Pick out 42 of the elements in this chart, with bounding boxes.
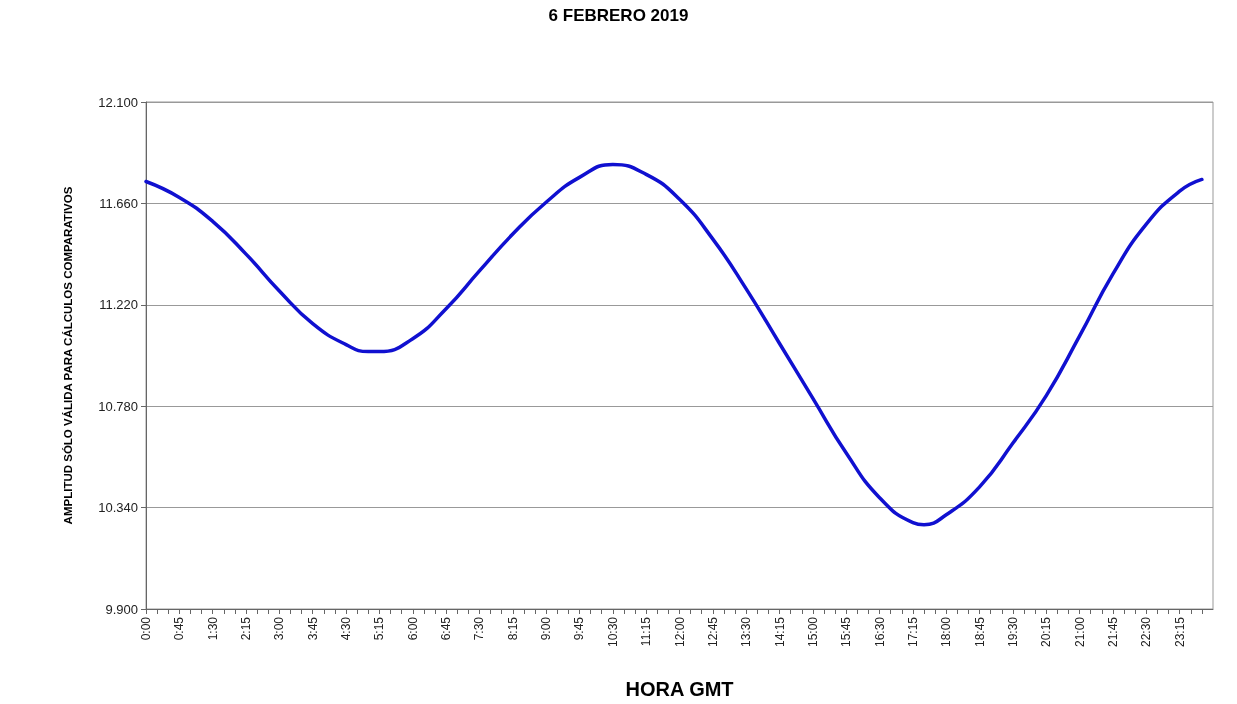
x-tick-label: 2:15 — [239, 616, 254, 641]
x-tick-label: 7:30 — [472, 616, 487, 641]
x-tick-label: 6:45 — [439, 616, 454, 641]
line-series — [144, 162, 1204, 527]
x-tick-label: 0:45 — [172, 616, 187, 641]
x-tick-label: 10:30 — [605, 616, 620, 648]
x-axis-title: HORA GMT — [625, 678, 734, 700]
x-tick-label: 4:30 — [339, 616, 354, 641]
x-tick-label: 15:00 — [805, 616, 820, 648]
y-tick-label: 11.220 — [99, 297, 138, 313]
chart-title: 6 FEBRERO 2019 — [548, 6, 689, 25]
x-tick-label: 21:45 — [1105, 616, 1120, 648]
x-tick-label: 12:45 — [705, 616, 720, 648]
x-tick-label: 0:00 — [139, 616, 153, 641]
y-tick-label: 9.900 — [105, 601, 138, 617]
x-tick-label: 17:15 — [905, 616, 920, 648]
y-tick-label: 11.660 — [99, 195, 138, 211]
x-tick-label: 22:30 — [1139, 616, 1154, 648]
x-tick-label: 16:30 — [872, 616, 887, 648]
x-tick-label: 3:00 — [272, 616, 287, 641]
y-axis-title: AMPLITUD SÓLO VÁLIDA PARA CÁLCULOS COMPARATIVOS — [62, 186, 74, 525]
x-tick-label: 19:30 — [1005, 616, 1020, 648]
x-tick-label: 20:15 — [1039, 616, 1054, 648]
x-tick-label: 15:45 — [839, 616, 854, 648]
x-tick-label: 5:15 — [372, 616, 387, 641]
x-tick-label: 6:00 — [405, 616, 420, 641]
x-tick-label: 14:15 — [772, 616, 787, 648]
x-tick-label: 9:45 — [572, 616, 587, 641]
x-tick-label: 11:15 — [639, 616, 654, 647]
x-tick-label: 18:45 — [972, 616, 987, 648]
x-tick-label: 18:00 — [939, 616, 954, 648]
x-tick-label: 21:00 — [1072, 616, 1087, 648]
x-tick-label: 1:30 — [205, 616, 220, 641]
x-tick-label: 12:00 — [672, 616, 687, 648]
x-tick-label: 3:45 — [305, 616, 320, 641]
y-tick-label: 10.780 — [98, 398, 138, 414]
y-tick-label: 10.340 — [98, 500, 138, 516]
x-tick-label: 9:00 — [539, 616, 554, 641]
x-tick-label: 23:15 — [1172, 616, 1187, 648]
x-tick-label: 8:15 — [505, 616, 520, 641]
y-tick-label: 12.100 — [98, 94, 138, 110]
x-tick-label: 13:30 — [739, 616, 754, 648]
